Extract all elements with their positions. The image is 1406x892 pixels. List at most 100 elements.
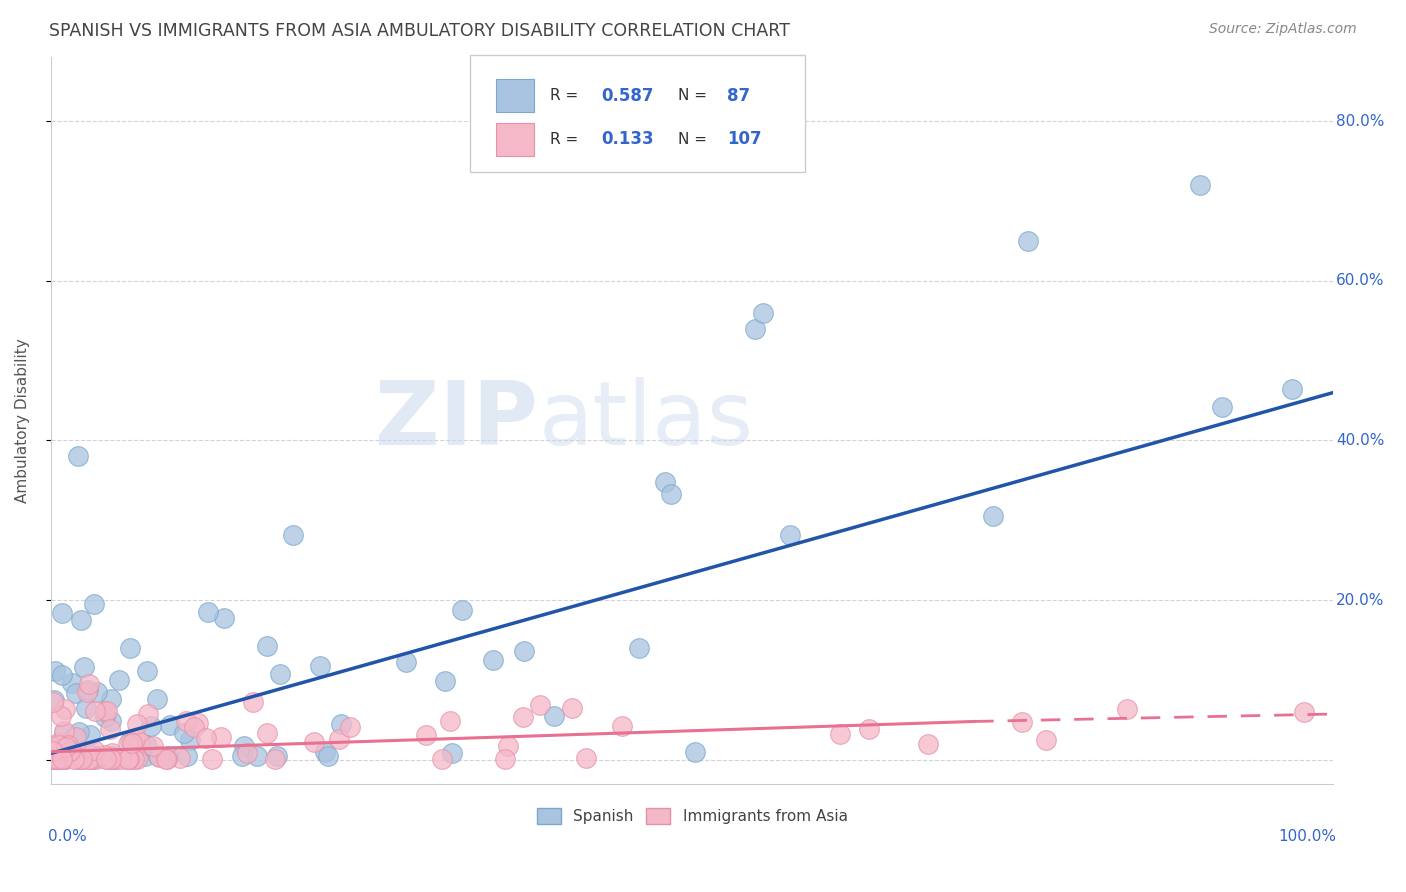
Text: N =: N = [678,88,711,103]
Point [79,728,101,742]
Point [1281,382,1303,396]
Text: 0.587: 0.587 [600,87,654,104]
Point [187,715,209,730]
Point [121,735,143,749]
Point [73,744,96,758]
Point [100,748,122,763]
Point [654,475,676,490]
Point [49,741,72,756]
Point [451,603,474,617]
Point [82,748,104,763]
Point [77,752,100,766]
Point [79,752,101,766]
Point [1115,701,1137,715]
Point [53,748,76,763]
Point [246,748,269,763]
Point [41,752,63,766]
Point [117,737,139,751]
Point [330,717,353,731]
Point [72,752,94,766]
Point [86,685,108,699]
Point [66,450,89,464]
Point [53,702,76,716]
Point [69,752,91,766]
Point [42,744,65,758]
Point [231,748,253,763]
Point [610,719,633,733]
Point [146,748,169,763]
Point [72,752,94,766]
Point [75,701,97,715]
Text: atlas: atlas [538,377,754,464]
Point [45,752,67,766]
Point [45,752,67,766]
Point [93,748,115,763]
Point [1292,705,1315,719]
Point [118,752,141,766]
Point [41,752,63,766]
Point [263,752,285,766]
Point [197,605,219,619]
Point [45,748,67,763]
Text: Source: ZipAtlas.com: Source: ZipAtlas.com [1209,22,1357,37]
Point [659,487,682,501]
Point [62,752,84,766]
Point [44,748,66,763]
Point [83,742,105,756]
Point [41,752,63,766]
Point [55,748,77,763]
Point [266,748,288,763]
Point [82,752,104,766]
Point [236,746,259,760]
Point [308,659,330,673]
Text: ZIP: ZIP [375,377,538,464]
Point [122,752,145,766]
Point [242,695,264,709]
Point [179,733,201,747]
Point [575,750,598,764]
Point [69,748,91,763]
Point [46,748,69,763]
Point [77,682,100,697]
Point [48,739,70,753]
Point [100,714,122,728]
Point [100,752,122,766]
Point [49,709,72,723]
Point [441,746,464,760]
Point [110,752,132,766]
Point [983,509,1005,524]
Point [42,752,65,766]
Point [63,748,86,763]
Point [46,736,69,750]
Point [84,749,107,764]
Point [209,731,232,745]
Point [53,741,76,756]
Point [316,748,339,763]
Point [434,673,457,688]
Point [98,723,121,737]
Point [101,746,124,760]
Point [281,528,304,542]
Point [752,306,775,320]
Point [828,727,851,741]
Legend: Spanish, Immigrants from Asia: Spanish, Immigrants from Asia [530,803,853,830]
Point [494,752,516,766]
Point [439,714,461,728]
Text: R =: R = [550,132,583,147]
Point [65,730,87,744]
Point [44,748,66,763]
Point [55,736,77,750]
Point [561,701,583,715]
Text: 60.0%: 60.0% [1336,273,1385,288]
Text: N =: N = [678,132,711,147]
Point [73,751,96,765]
Point [183,720,205,734]
Point [627,641,650,656]
Point [45,748,67,763]
Point [496,739,519,754]
Point [302,735,325,749]
Point [481,653,503,667]
Point [120,640,142,655]
Text: 0.133: 0.133 [600,130,654,148]
Point [53,752,76,766]
